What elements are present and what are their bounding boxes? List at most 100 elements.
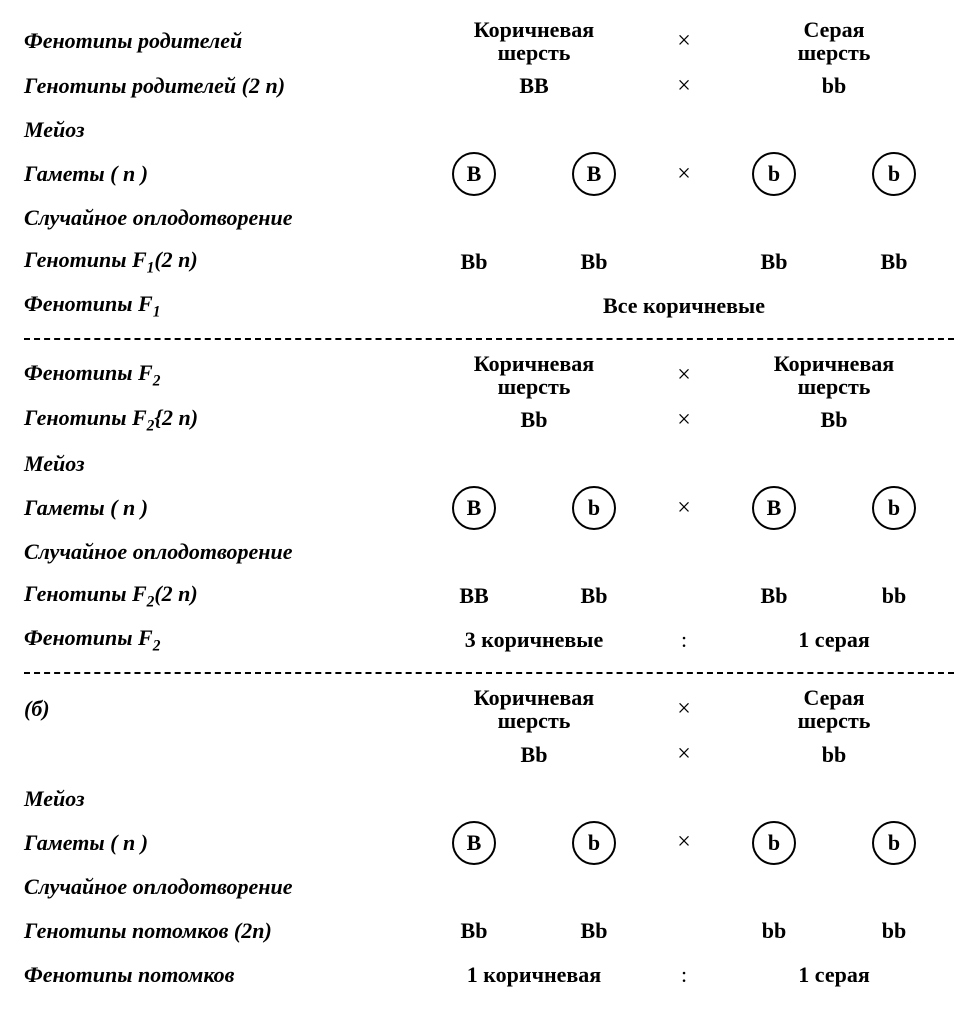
gamete-circle: b bbox=[872, 152, 916, 196]
row-gametes: Гаметы ( n ) B B × b b bbox=[24, 152, 954, 196]
off-geno: bb bbox=[882, 918, 906, 944]
gamete-circle: b bbox=[872, 821, 916, 865]
vals-b-parent-geno: Bb × bb bbox=[414, 741, 954, 768]
cross-symbol: × bbox=[677, 161, 691, 188]
label-parent-genotypes: Генотипы родителей (2 n) bbox=[24, 71, 414, 101]
row-b-parent-genotypes: Bb × bb bbox=[24, 733, 954, 777]
geno-parent-left: BB bbox=[519, 73, 548, 99]
f1-geno: Bb bbox=[581, 249, 608, 275]
f1-geno: Bb bbox=[881, 249, 908, 275]
gamete-circle: b bbox=[572, 821, 616, 865]
label-random-fertilization: Случайное оплодотворение bbox=[24, 872, 414, 902]
cross-symbol: × bbox=[677, 362, 691, 389]
cross-symbol: × bbox=[677, 829, 691, 856]
vals-b-parent-pheno: Коричневая шерсть × Серая шерсть bbox=[414, 686, 954, 732]
gamete-circle: B bbox=[452, 152, 496, 196]
label-random-fertilization: Случайное оплодотворение bbox=[24, 203, 414, 233]
f1-geno: Bb bbox=[761, 249, 788, 275]
row-parent-phenotypes: Фенотипы родителей Коричневая шерсть × С… bbox=[24, 18, 954, 64]
row-random-fertilization: Случайное оплодотворение bbox=[24, 196, 954, 240]
vals-f1-phenotype: Все коричневые bbox=[414, 293, 954, 319]
label-part-b: (б) bbox=[24, 694, 414, 724]
vals-parent-genotypes: BB × bb bbox=[414, 73, 954, 100]
ratio-brown: 1 коричневая bbox=[467, 962, 601, 988]
off-geno: bb bbox=[762, 918, 786, 944]
label-random-fertilization: Случайное оплодотворение bbox=[24, 537, 414, 567]
ratio-colon: : bbox=[681, 627, 687, 653]
vals-gametes-2: B b × B b bbox=[414, 486, 954, 530]
vals-gametes-3: B b × b b bbox=[414, 821, 954, 865]
row-meiosis-3: Мейоз bbox=[24, 777, 954, 821]
cross-symbol: × bbox=[677, 495, 691, 522]
f2-geno: bb bbox=[882, 583, 906, 609]
gamete-circle: B bbox=[452, 821, 496, 865]
gamete-circle: b bbox=[872, 486, 916, 530]
gamete-circle: B bbox=[752, 486, 796, 530]
row-f2-parent-genotypes: Генотипы F2{2 n) Bb × Bb bbox=[24, 398, 954, 442]
geno-parent-right: bb bbox=[822, 742, 846, 768]
geno-parent-right: bb bbox=[822, 73, 846, 99]
pheno-brown: Коричневая шерсть bbox=[474, 352, 594, 398]
row-offspring-phenotypes: Фенотипы потомков 1 коричневая : 1 серая bbox=[24, 953, 954, 997]
row-f2-genotypes: Генотипы F2(2 n) BB Bb Bb bb bbox=[24, 574, 954, 618]
vals-f2-genotypes: BB Bb Bb bb bbox=[414, 583, 954, 609]
ratio-gray: 1 серая bbox=[798, 962, 869, 988]
vals-parent-phenotypes: Коричневая шерсть × Серая шерсть bbox=[414, 18, 954, 64]
vals-f2-parent-geno: Bb × Bb bbox=[414, 407, 954, 434]
cross-symbol: × bbox=[677, 741, 691, 768]
row-random-fertilization-2: Случайное оплодотворение bbox=[24, 530, 954, 574]
row-meiosis: Мейоз bbox=[24, 108, 954, 152]
row-f1-phenotypes: Фенотипы F1 Все коричневые bbox=[24, 284, 954, 328]
vals-offspring-phenotypes: 1 коричневая : 1 серая bbox=[414, 962, 954, 988]
label-f2-genotypes: Генотипы F2(2 n) bbox=[24, 579, 414, 613]
row-parent-genotypes: Генотипы родителей (2 n) BB × bb bbox=[24, 64, 954, 108]
label-gametes: Гаметы ( n ) bbox=[24, 493, 414, 523]
row-meiosis-2: Мейоз bbox=[24, 442, 954, 486]
vals-f1-genotypes: Bb Bb Bb Bb bbox=[414, 249, 954, 275]
gamete-circle: B bbox=[452, 486, 496, 530]
row-part-b-pheno: (б) Коричневая шерсть × Серая шерсть bbox=[24, 686, 954, 732]
row-random-fertilization-3: Случайное оплодотворение bbox=[24, 865, 954, 909]
label-meiosis: Мейоз bbox=[24, 115, 414, 145]
row-gametes-2: Гаметы ( n ) B b × B b bbox=[24, 486, 954, 530]
gamete-circle: b bbox=[752, 152, 796, 196]
ratio-gray: 1 серая bbox=[798, 627, 869, 653]
vals-offspring-genotypes: Bb Bb bb bb bbox=[414, 918, 954, 944]
pheno-brown: Коричневая шерсть bbox=[774, 352, 894, 398]
section-divider bbox=[24, 672, 954, 674]
row-f2-phenotypes-parents: Фенотипы F2 Коричневая шерсть × Коричнев… bbox=[24, 352, 954, 398]
row-gametes-3: Гаметы ( n ) B b × b b bbox=[24, 821, 954, 865]
ratio-colon: : bbox=[681, 962, 687, 988]
geno-parent-right: Bb bbox=[821, 407, 848, 433]
pheno-brown: Коричневая шерсть bbox=[474, 18, 594, 64]
cross-symbol: × bbox=[677, 73, 691, 100]
cross-symbol: × bbox=[677, 28, 691, 55]
pheno-gray: Серая шерсть bbox=[798, 18, 871, 64]
f1-pheno-all-brown: Все коричневые bbox=[603, 293, 765, 319]
label-meiosis: Мейоз bbox=[24, 784, 414, 814]
vals-gametes: B B × b b bbox=[414, 152, 954, 196]
pheno-brown: Коричневая шерсть bbox=[474, 686, 594, 732]
gamete-circle: b bbox=[752, 821, 796, 865]
label-f1-genotypes: Генотипы F1(2 n) bbox=[24, 245, 414, 279]
vals-f2-parent-pheno: Коричневая шерсть × Коричневая шерсть bbox=[414, 352, 954, 398]
gamete-circle: B bbox=[572, 152, 616, 196]
f2-geno: Bb bbox=[581, 583, 608, 609]
ratio-brown: 3 коричневые bbox=[465, 627, 603, 653]
row-offspring-genotypes: Генотипы потомков (2n) Bb Bb bb bb bbox=[24, 909, 954, 953]
pheno-gray: Серая шерсть bbox=[798, 686, 871, 732]
label-meiosis: Мейоз bbox=[24, 449, 414, 479]
f1-geno: Bb bbox=[461, 249, 488, 275]
cross-symbol: × bbox=[677, 696, 691, 723]
row-f2-phenotypes-result: Фенотипы F2 3 коричневые : 1 серая bbox=[24, 618, 954, 662]
f2-geno: BB bbox=[459, 583, 488, 609]
label-f1-phenotypes: Фенотипы F1 bbox=[24, 289, 414, 323]
label-gametes: Гаметы ( n ) bbox=[24, 159, 414, 189]
cross-symbol: × bbox=[677, 407, 691, 434]
label-parent-phenotypes: Фенотипы родителей bbox=[24, 26, 414, 56]
label-f2-parent-genotypes: Генотипы F2{2 n) bbox=[24, 403, 414, 437]
section-divider bbox=[24, 338, 954, 340]
vals-f2-pheno-result: 3 коричневые : 1 серая bbox=[414, 627, 954, 653]
geno-parent-left: Bb bbox=[521, 742, 548, 768]
off-geno: Bb bbox=[461, 918, 488, 944]
